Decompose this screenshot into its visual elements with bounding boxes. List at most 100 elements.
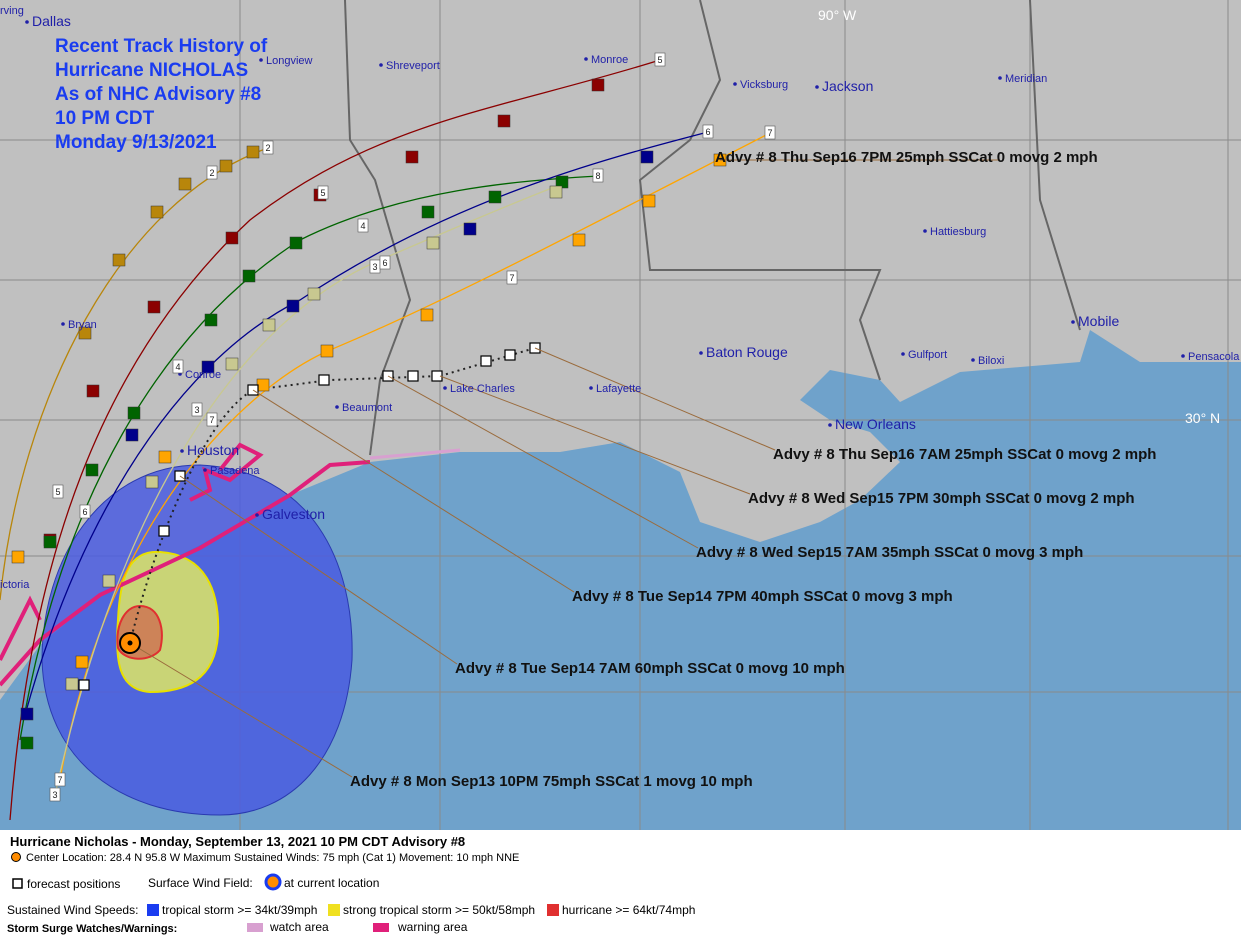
map-title: 10 PM CDT <box>55 108 155 129</box>
track-number-box <box>702 124 714 139</box>
legend-panel <box>0 830 1241 940</box>
track-number: 6 <box>383 258 388 268</box>
legend-text: strong tropical storm >= 50kt/58mph <box>343 903 535 917</box>
map-title: Recent Track History of <box>55 36 268 57</box>
city-label: Gulfport <box>908 349 947 361</box>
city-dot <box>733 82 737 86</box>
legend-text: at current location <box>284 876 379 890</box>
legend-ts <box>147 904 159 916</box>
forecast-position <box>158 525 170 537</box>
city-label: Bryan <box>68 319 97 331</box>
advisory-label: Advy # 8 Tue Sep14 7PM 40mph SSCat 0 mov… <box>572 588 953 605</box>
map-title: Hurricane NICHOLAS <box>55 60 248 81</box>
longitude-label: 90° W <box>818 7 857 23</box>
legend-text: Sustained Wind Speeds: <box>7 903 138 917</box>
track-position <box>426 236 440 250</box>
track-position <box>225 231 239 245</box>
track-position <box>488 190 502 204</box>
track-position <box>78 326 92 340</box>
track-position <box>86 384 100 398</box>
track-position <box>463 222 477 236</box>
track-position <box>549 185 563 199</box>
legend-text: hurricane >= 64kt/74mph <box>562 903 695 917</box>
track-number-box <box>49 787 61 802</box>
city-label: Dallas <box>32 13 71 29</box>
track-position <box>102 574 116 588</box>
track-position <box>405 150 419 164</box>
track-position <box>307 287 321 301</box>
city-dot <box>923 229 927 233</box>
track-position <box>642 194 656 208</box>
track-number-box <box>52 484 64 499</box>
city-label: Galveston <box>262 506 325 522</box>
track-number: 7 <box>210 415 215 425</box>
city-label: Mobile <box>1078 313 1119 329</box>
track-number: 7 <box>58 775 63 785</box>
track-position <box>85 463 99 477</box>
track-number-box <box>506 270 518 285</box>
track-number-box <box>54 772 66 787</box>
track-number: 3 <box>195 405 200 415</box>
map-title: Monday 9/13/2021 <box>55 132 217 153</box>
track-position <box>127 406 141 420</box>
track-position <box>246 145 260 159</box>
legend-warning <box>373 923 389 932</box>
legend-wind-icon <box>264 873 282 891</box>
track-number: 2 <box>266 143 271 153</box>
city-label: Biloxi <box>978 355 1004 367</box>
city-dot <box>1071 320 1075 324</box>
track-position <box>125 428 139 442</box>
track-position <box>75 655 89 669</box>
state-borders <box>344 0 1081 456</box>
track-number: 2 <box>210 168 215 178</box>
advisory-label: Advy # 8 Thu Sep16 7PM 25mph SSCat 0 mov… <box>715 149 1098 166</box>
legend-text: Storm Surge Watches/Warnings: <box>7 923 177 935</box>
track-position <box>256 378 270 392</box>
forecast-position <box>504 349 516 361</box>
track-number-box <box>764 125 776 140</box>
legend-text: Center Location: 28.4 N 95.8 W Maximum S… <box>26 852 519 864</box>
advisory-label: Advy # 8 Tue Sep14 7AM 60mph SSCat 0 mov… <box>455 660 845 677</box>
city-dot <box>828 423 832 427</box>
map-title: As of NHC Advisory #8 <box>55 84 261 105</box>
track-number: 4 <box>176 362 181 372</box>
legend-forecast-icon <box>12 878 23 889</box>
city-label: New Orleans <box>835 416 916 432</box>
legend-sts <box>328 904 340 916</box>
track-position <box>286 299 300 313</box>
forecast-position <box>78 679 90 691</box>
legend-text: Hurricane Nicholas - Monday, September 1… <box>10 834 465 849</box>
legend-text: watch area <box>269 920 329 934</box>
track-position <box>20 707 34 721</box>
legend-text: Surface Wind Field: <box>148 876 253 890</box>
track-number-box <box>206 412 218 427</box>
track-position <box>320 344 334 358</box>
city-dot <box>61 322 65 326</box>
city-dot <box>998 76 1002 80</box>
city-dot <box>1181 354 1185 358</box>
city-label: Pensacola <box>1188 351 1240 363</box>
city-dot <box>815 85 819 89</box>
track-number-box <box>79 504 91 519</box>
city-label: Lafayette <box>596 383 641 395</box>
track-number-box <box>262 140 274 155</box>
track-number-box <box>357 218 369 233</box>
track-position <box>640 150 654 164</box>
city-label: Hattiesburg <box>930 226 986 238</box>
track-position <box>145 475 159 489</box>
track-number: 6 <box>706 127 711 137</box>
forecast-position <box>318 374 330 386</box>
track-position <box>147 300 161 314</box>
track-number-box <box>172 359 184 374</box>
track-position <box>158 450 172 464</box>
city-label: Vicksburg <box>740 79 788 91</box>
city-label: Jackson <box>822 78 873 94</box>
city-dot <box>180 449 184 453</box>
city-label: Shreveport <box>386 60 440 72</box>
city-dot <box>584 57 588 61</box>
city-dot <box>25 20 29 24</box>
legend-text: tropical storm >= 34kt/39mph <box>162 903 317 917</box>
city-label: Beaumont <box>342 402 392 414</box>
track-number: 8 <box>596 171 601 181</box>
